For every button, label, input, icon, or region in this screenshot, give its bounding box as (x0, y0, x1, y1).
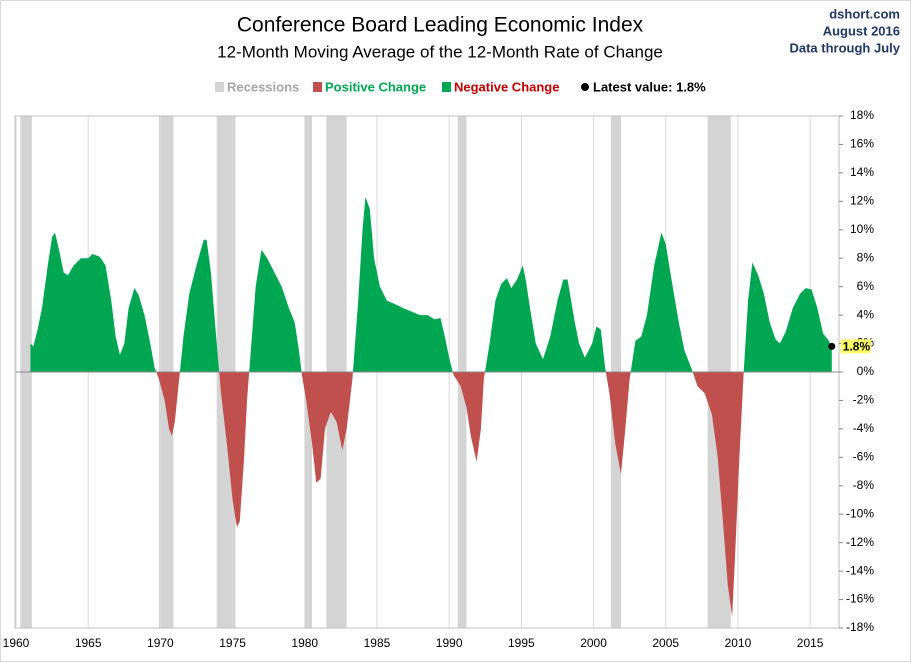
legend-swatch (215, 82, 224, 92)
source-line: August 2016 (823, 23, 900, 38)
x-tick-label: 2000 (580, 636, 607, 650)
x-tick-label: 2005 (652, 636, 679, 650)
x-tick-label: 1965 (75, 636, 102, 650)
y-tick-label: -16% (846, 592, 874, 606)
latest-label: 1.8% (843, 340, 871, 354)
source-line: Data through July (789, 40, 900, 55)
y-tick-label: -2% (853, 393, 875, 407)
x-tick-label: 1995 (508, 636, 535, 650)
y-tick-label: -8% (853, 478, 875, 492)
y-tick-label: -12% (846, 535, 874, 549)
y-tick-label: 14% (850, 165, 874, 179)
y-tick-label: -10% (846, 506, 874, 520)
legend-label: Negative Change (454, 79, 559, 94)
y-tick-label: 18% (850, 108, 874, 122)
legend-label: Recessions (227, 79, 299, 94)
x-tick-label: 1990 (436, 636, 463, 650)
x-tick-label: 1975 (219, 636, 246, 650)
legend-swatch (313, 82, 322, 92)
y-tick-label: 12% (850, 194, 874, 208)
y-tick-label: 4% (857, 307, 875, 321)
y-tick-label: 0% (857, 364, 875, 378)
x-tick-label: 2010 (725, 636, 752, 650)
legend-marker (581, 83, 589, 91)
legend-label: Latest value: 1.8% (593, 79, 706, 94)
x-tick-label: 1980 (291, 636, 318, 650)
y-tick-label: -18% (846, 620, 874, 634)
y-tick-label: -4% (853, 421, 875, 435)
x-tick-label: 1960 (3, 636, 30, 650)
y-tick-label: 6% (857, 279, 875, 293)
y-tick-label: 10% (850, 222, 874, 236)
y-tick-label: 16% (850, 137, 874, 151)
x-tick-label: 1970 (147, 636, 174, 650)
legend-swatch (442, 82, 451, 92)
y-tick-label: 8% (857, 250, 875, 264)
chart-title: Conference Board Leading Economic Index (237, 14, 644, 37)
x-tick-label: 1985 (364, 636, 391, 650)
y-tick-label: -6% (853, 450, 875, 464)
chart-subtitle: 12-Month Moving Average of the 12-Month … (217, 42, 663, 61)
latest-label-bg (840, 339, 871, 354)
y-tick-label: -14% (846, 563, 874, 577)
legend-label: Positive Change (325, 79, 426, 94)
source-line: dshort.com (829, 6, 900, 21)
latest-point (828, 342, 836, 350)
x-tick-label: 2015 (797, 636, 824, 650)
